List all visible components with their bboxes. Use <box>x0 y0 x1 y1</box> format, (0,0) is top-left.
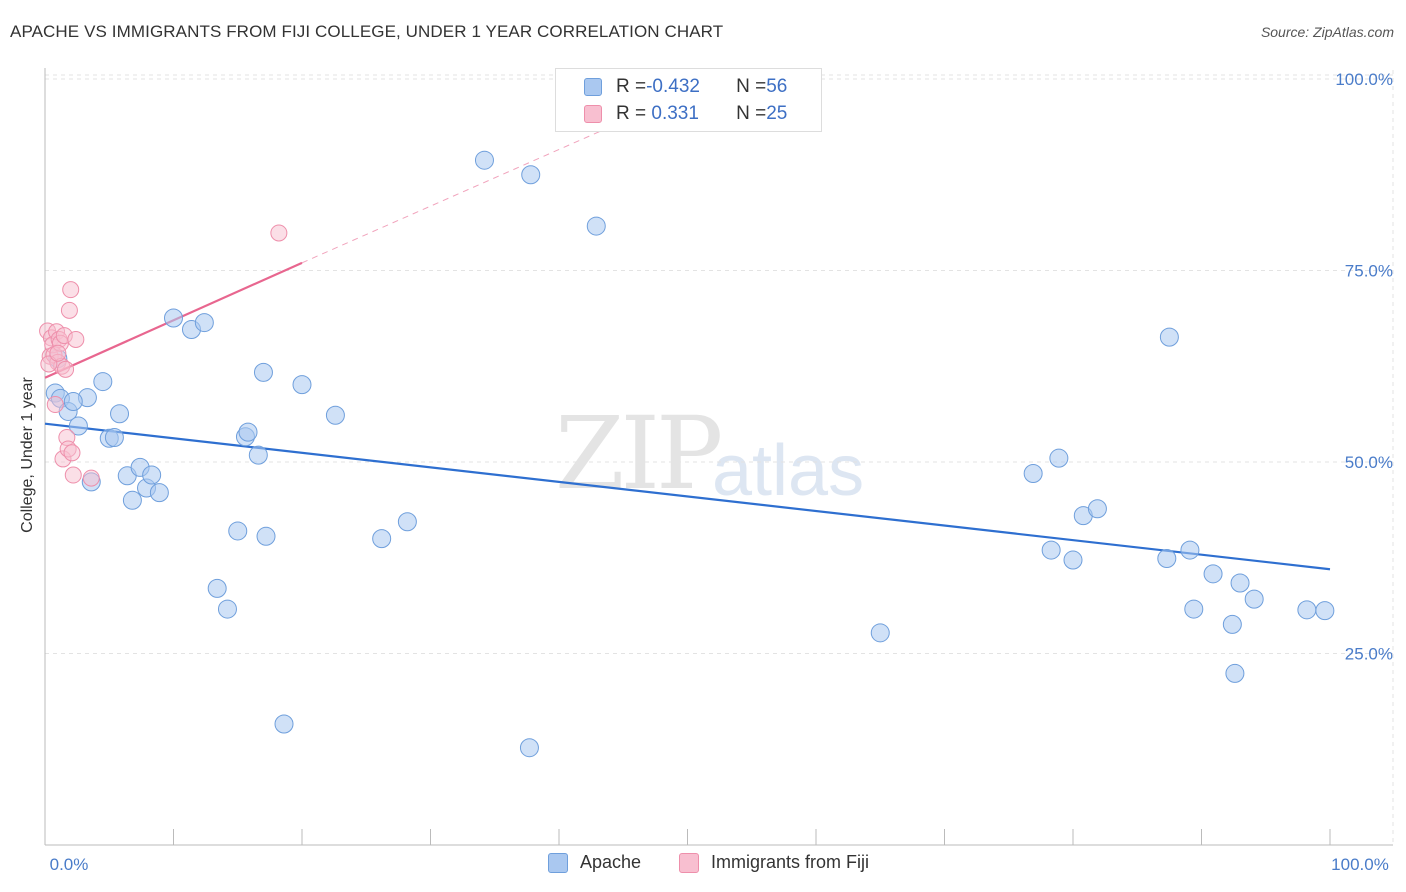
source-credit: Source: ZipAtlas.com <box>1260 24 1394 40</box>
y-tick-label: 100.0% <box>1335 70 1393 89</box>
trend-lines <box>44 120 1331 571</box>
fiji-point <box>60 301 78 319</box>
legend-row-apache: R = -0.432 N = 56 <box>556 74 787 100</box>
apache-point <box>1225 663 1245 683</box>
watermark-atlas: atlas <box>712 431 865 511</box>
apache-point <box>1184 599 1204 619</box>
fiji-point <box>62 281 80 299</box>
legend-item-fiji: Immigrants from Fiji <box>679 852 869 873</box>
axes <box>44 68 1393 846</box>
apache-point <box>1087 499 1107 519</box>
apache-point <box>1159 327 1179 347</box>
apache-point <box>63 391 83 411</box>
apache-point <box>474 150 494 170</box>
apache-point <box>519 738 539 758</box>
legend-r-label: R = <box>616 103 647 124</box>
y-tick-label: 50.0% <box>1345 453 1393 472</box>
apache-point <box>217 599 237 619</box>
apache-point <box>397 512 417 532</box>
apache-point <box>1023 463 1043 483</box>
apache-point <box>274 714 294 734</box>
legend-n-value: 56 <box>766 76 788 97</box>
apache-point <box>1063 550 1083 570</box>
apache-point <box>238 422 258 442</box>
fiji-trend-extension <box>301 120 624 264</box>
chart-title: APACHE VS IMMIGRANTS FROM FIJI COLLEGE, … <box>10 22 724 41</box>
y-tick-label: 25.0% <box>1345 645 1393 664</box>
legend-r-value: 0.331 <box>646 103 699 124</box>
apache-point <box>1230 573 1250 593</box>
legend-row-fiji: R = 0.331 N = 25 <box>556 101 787 127</box>
apache-point <box>1315 601 1335 621</box>
x-tick-label: 0.0% <box>50 855 89 874</box>
apache-point <box>194 313 214 333</box>
fiji-point <box>49 344 67 362</box>
apache-point <box>1157 549 1177 569</box>
apache-point <box>68 416 88 436</box>
apache-point <box>586 216 606 236</box>
apache-point <box>1244 589 1264 609</box>
legend-r-label: R = <box>616 76 647 97</box>
apache-point <box>228 521 248 541</box>
apache-point <box>1297 600 1317 620</box>
fiji-point <box>64 466 82 484</box>
fiji-point <box>63 444 81 462</box>
fiji-point <box>46 396 64 414</box>
tick-labels: 25.0% 50.0% 75.0% 100.0% 0.0% 100.0% <box>50 70 1393 874</box>
apache-point <box>372 529 392 549</box>
apache-point <box>1180 540 1200 560</box>
watermark-zip: ZIP <box>555 395 723 512</box>
fiji-legend-swatch <box>679 852 699 873</box>
apache-point <box>870 623 890 643</box>
apache-point <box>122 490 142 510</box>
apache-point <box>292 375 312 395</box>
fiji-point <box>82 469 100 487</box>
series-legend: Apache Immigrants from Fiji <box>0 852 1406 878</box>
data-points <box>39 150 1335 758</box>
apache-point <box>325 405 345 425</box>
apache-point <box>248 445 268 465</box>
apache-legend-label: Apache <box>580 852 642 872</box>
fiji-legend-label: Immigrants from Fiji <box>711 852 870 872</box>
apache-point <box>164 308 183 328</box>
apache-trend-line <box>44 422 1331 571</box>
apache-point <box>110 404 130 424</box>
apache-point <box>253 362 273 382</box>
legend-n-label: N = <box>736 103 767 124</box>
apache-point <box>93 372 113 392</box>
apache-point <box>521 165 541 185</box>
apache-point <box>207 578 227 598</box>
apache-legend-swatch <box>548 852 568 873</box>
legend-r-value: -0.432 <box>646 76 700 97</box>
x-tick-label: 100.0% <box>1331 855 1389 874</box>
grid-lines <box>45 70 1394 845</box>
apache-point <box>1049 448 1069 468</box>
apache-point <box>142 465 162 485</box>
apache-swatch <box>584 78 602 96</box>
apache-point <box>1041 540 1061 560</box>
apache-point <box>256 526 276 546</box>
fiji-swatch <box>584 105 602 123</box>
apache-point <box>104 427 124 447</box>
correlation-legend: R = -0.432 N = 56 R = 0.331 N = 25 <box>555 68 822 132</box>
legend-n-label: N = <box>736 76 767 97</box>
apache-point <box>1222 614 1242 634</box>
fiji-point <box>57 360 75 378</box>
legend-n-value: 25 <box>766 103 788 124</box>
fiji-point <box>67 330 85 348</box>
y-tick-label: 75.0% <box>1345 262 1393 281</box>
fiji-point <box>270 224 288 242</box>
apache-point <box>1203 564 1223 584</box>
apache-point <box>149 483 169 503</box>
legend-item-apache: Apache <box>548 852 641 873</box>
